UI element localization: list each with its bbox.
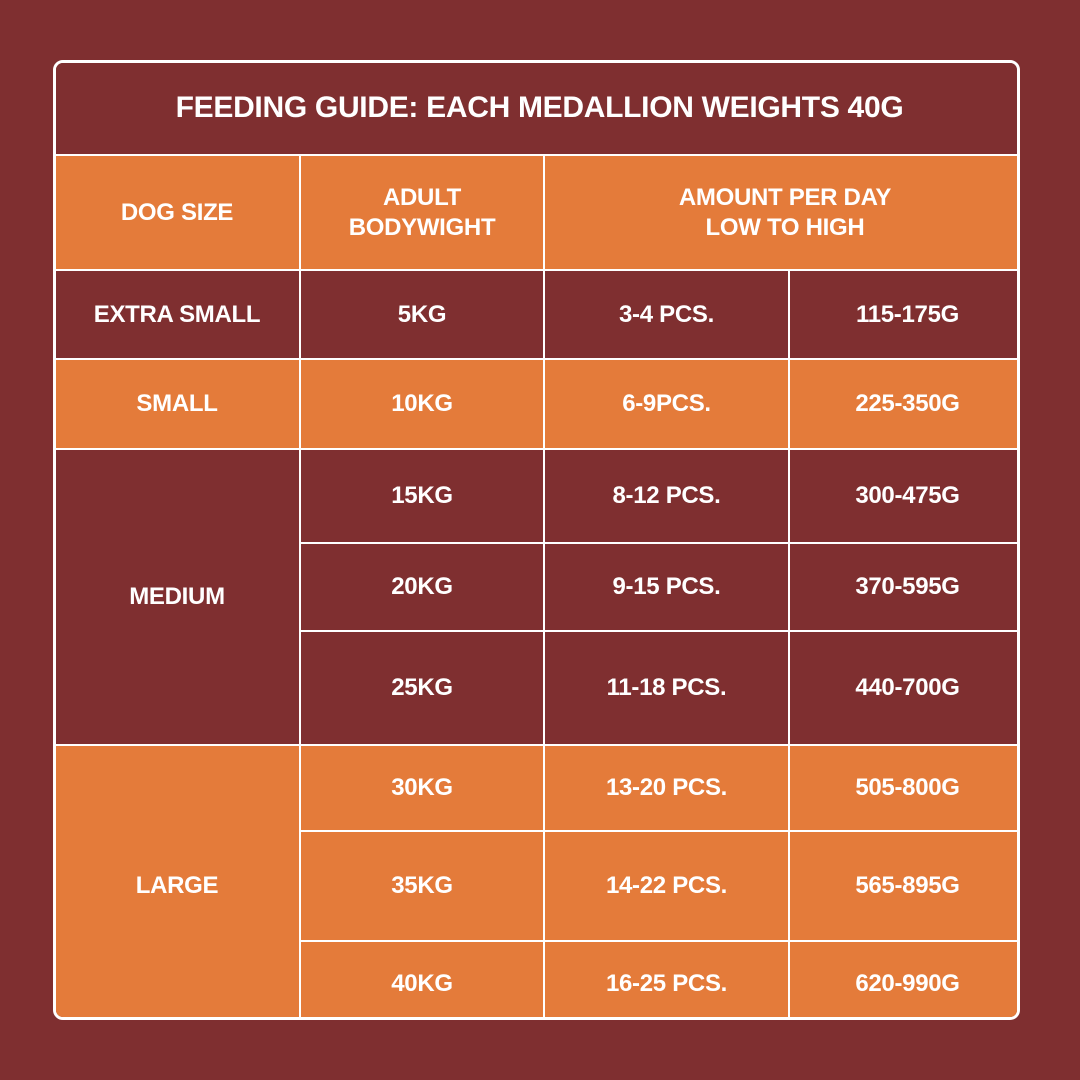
header-cell-text: ADULT	[382, 183, 462, 211]
data-cell: 565-895G	[789, 831, 1017, 941]
data-cell-text: 40KG	[391, 969, 453, 997]
data-cell: 440-700G	[789, 631, 1017, 745]
data-cell: 35KG	[300, 831, 544, 941]
header-cell-text: BODYWIGHT	[348, 213, 496, 241]
data-cell-text: 5KG	[397, 300, 447, 328]
data-cell: 620-990G	[789, 941, 1017, 1017]
table-title-text: FEEDING GUIDE: EACH MEDALLION WEIGHTS 40…	[175, 90, 904, 124]
data-cell-text: 6-9PCS.	[622, 390, 711, 417]
size-cell-text: SMALL	[136, 390, 218, 417]
data-cell: 300-475G	[789, 449, 1017, 543]
size-cell: EXTRA SMALL	[56, 270, 300, 359]
data-cell-text: 11-18 PCS.	[606, 674, 727, 701]
data-cell: 5KG	[300, 270, 544, 359]
data-cell-text: 25KG	[391, 674, 453, 701]
data-cell: 13-20 PCS.	[544, 745, 789, 831]
data-cell-text: 20KG	[391, 573, 453, 600]
data-cell-text: 30KG	[391, 774, 453, 801]
data-cell-text: 14-22 PCS.	[605, 872, 728, 899]
header-cell: ADULT BODYWIGHT	[300, 155, 544, 270]
data-cell: 15KG	[300, 449, 544, 543]
data-cell: 20KG	[300, 543, 544, 631]
data-cell-text: 440-700G	[855, 674, 960, 701]
data-cell-text: 15KG	[391, 482, 453, 509]
header-cell-text: LOW TO HIGH	[705, 213, 865, 241]
data-cell-text: 505-800G	[855, 774, 960, 801]
data-cell-text: 115-175G	[855, 300, 960, 328]
header-cell-text: AMOUNT PER DAY	[678, 183, 892, 211]
feeding-table: FEEDING GUIDE: EACH MEDALLION WEIGHTS 40…	[53, 60, 1020, 1020]
size-cell: MEDIUM	[56, 449, 300, 745]
data-cell: 9-15 PCS.	[544, 543, 789, 631]
data-cell: 25KG	[300, 631, 544, 745]
data-cell: 8-12 PCS.	[544, 449, 789, 543]
data-cell-text: 13-20 PCS.	[605, 774, 728, 801]
data-cell-text: 565-895G	[855, 872, 960, 899]
data-cell-text: 9-15 PCS.	[612, 573, 721, 600]
data-cell: 40KG	[300, 941, 544, 1017]
data-cell-text: 225-350G	[855, 390, 960, 417]
data-cell: 3-4 PCS.	[544, 270, 789, 359]
data-cell: 115-175G	[789, 270, 1017, 359]
data-cell-text: 370-595G	[855, 573, 960, 600]
data-cell: 505-800G	[789, 745, 1017, 831]
header-cell: DOG SIZE	[56, 155, 300, 270]
data-cell-text: 16-25 PCS.	[605, 969, 728, 997]
data-cell: 16-25 PCS.	[544, 941, 789, 1017]
data-cell-text: 300-475G	[855, 482, 960, 509]
data-cell-text: 35KG	[391, 872, 453, 899]
size-cell-text: EXTRA SMALL	[93, 300, 261, 328]
data-cell-text: 620-990G	[855, 969, 960, 997]
size-cell-text: MEDIUM	[129, 583, 225, 610]
data-cell-text: 3-4 PCS.	[619, 300, 714, 328]
data-cell: 370-595G	[789, 543, 1017, 631]
header-cell: AMOUNT PER DAY LOW TO HIGH	[544, 155, 1017, 270]
size-cell: LARGE	[56, 745, 300, 1017]
data-cell: 11-18 PCS.	[544, 631, 789, 745]
data-cell-text: 8-12 PCS.	[612, 482, 721, 509]
size-cell-text: LARGE	[135, 871, 219, 899]
data-cell-text: 10KG	[391, 390, 453, 417]
data-cell: 30KG	[300, 745, 544, 831]
data-cell: 225-350G	[789, 359, 1017, 449]
data-cell: 10KG	[300, 359, 544, 449]
data-cell: 6-9PCS.	[544, 359, 789, 449]
header-cell-text: DOG SIZE	[120, 198, 234, 226]
table-title: FEEDING GUIDE: EACH MEDALLION WEIGHTS 40…	[56, 63, 1017, 155]
data-cell: 14-22 PCS.	[544, 831, 789, 941]
size-cell: SMALL	[56, 359, 300, 449]
